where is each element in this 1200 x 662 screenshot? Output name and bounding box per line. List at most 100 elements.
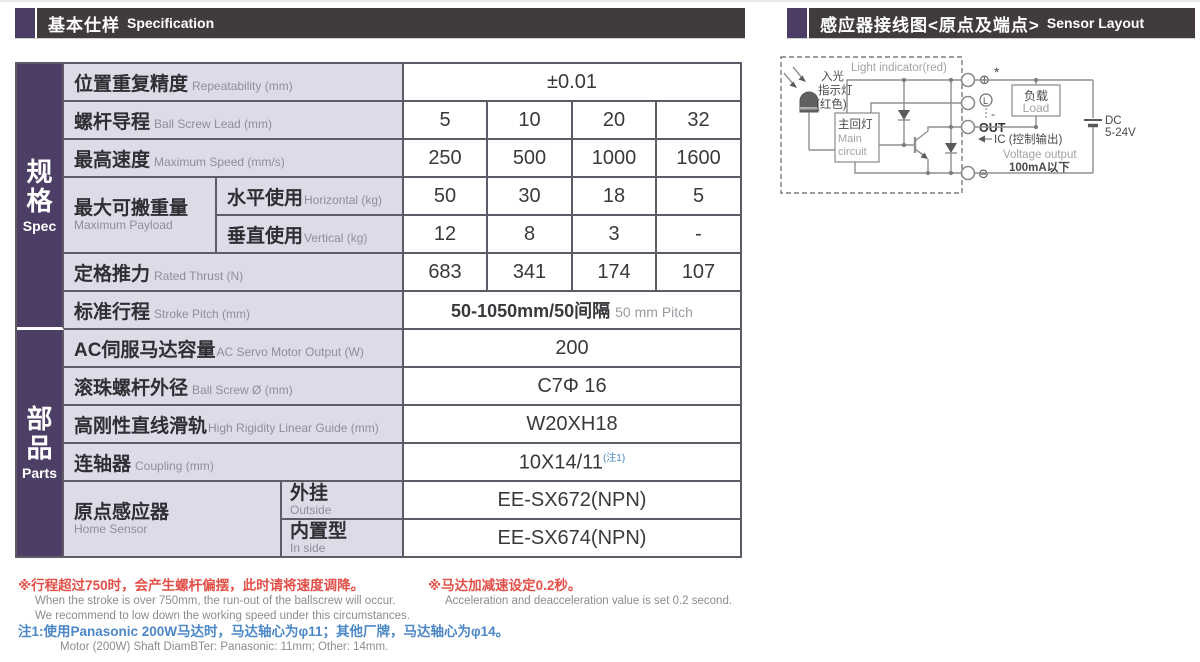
terminal-out-circle	[960, 119, 976, 135]
stroke-label: 标准行程 Stroke Pitch (mm)	[64, 292, 404, 330]
table-row: 滚珠螺杆外径 Ball Screw Ø (mm) C7Φ 16	[17, 368, 742, 406]
terminal-circles	[960, 72, 976, 181]
stroke-footnote-en1: When the stroke is over 750mm, the run-o…	[35, 595, 396, 607]
table-row: 定格推力 Rated Thrust (N) 683 341 174 107	[17, 254, 742, 292]
specification-table: 规 格 Spec 位置重复精度 Repeatability (mm) ±0.01 …	[15, 62, 742, 558]
table-row: 最高速度 Maximum Speed (mm/s) 250 500 1000 16…	[17, 140, 742, 178]
motor-shaft-footnote-zh: 注1:使用Panasonic 200W马达时，马达轴心为φ11；其他厂牌，马达轴…	[18, 624, 510, 639]
stroke-footnote: ※行程超过750时，会产生螺杆偏摆，此时请将速度调降。 When the str…	[18, 577, 410, 623]
home-sensor-outside-value: EE-SX672(NPN)	[404, 482, 742, 520]
servo-motor-value: 200	[404, 330, 742, 368]
light-label-zh1: 入光	[821, 69, 844, 83]
thrust-value: 174	[573, 254, 657, 292]
terminal-plus-circle	[960, 72, 976, 88]
lead-value: 10	[488, 102, 573, 140]
sensor-layout-title-en: Sensor Layout	[1046, 15, 1145, 31]
sensor-wiring-diagram: 入光 指示灯 (红色) Light indicator(red) 主回灯 Mai…	[780, 56, 1136, 194]
main-circuit-label-en1: Main	[838, 133, 862, 145]
section-label-spec: 规 格 Spec	[17, 64, 64, 330]
light-label-zh2: 指示灯	[818, 83, 853, 97]
header-accent-square	[787, 8, 809, 38]
main-circuit-label-zh: 主回灯	[838, 118, 873, 131]
light-label-zh3: (红色)	[816, 97, 847, 111]
stroke-value: 50-1050mm/50间隔 50 mm Pitch	[404, 292, 742, 330]
load-box	[1011, 84, 1061, 117]
speed-value: 1600	[657, 140, 742, 178]
speed-value: 500	[488, 140, 573, 178]
thrust-value: 107	[657, 254, 742, 292]
ic-label: IC (控制输出)	[994, 132, 1063, 146]
sensor-layout-header-bar: 感应器接线图<原点及端点> Sensor Layout	[787, 8, 1195, 38]
payload-vertical-label: 垂直使用Vertical (kg)	[217, 216, 404, 254]
table-row: 部 品 Parts AC伺服马达容量AC Servo Motor Output …	[17, 330, 742, 558]
acceleration-footnote-zh: ※马达加减速设定0.2秒。	[428, 578, 582, 593]
home-sensor-outside-label: 外挂 Outside	[282, 482, 404, 520]
max-payload-label: 最大可搬重量 Maximum Payload	[64, 178, 217, 254]
page-top-divider	[0, 0, 1200, 2]
payload-vertical-value: 8	[488, 216, 573, 254]
section-label-parts: 部 品 Parts	[17, 330, 64, 558]
table-row: 规 格 Spec 位置重复精度 Repeatability (mm) ±0.01	[17, 64, 742, 330]
payload-horizontal-label: 水平使用Horizontal (kg)	[217, 178, 404, 216]
acceleration-footnote: ※马达加减速设定0.2秒。 Acceleration and deacceler…	[428, 577, 732, 609]
payload-horizontal-value: 30	[488, 178, 573, 216]
main-circuit-box	[834, 112, 880, 163]
voltage-output-label: Voltage output	[1003, 149, 1077, 161]
dc-label-line1: DC	[1105, 115, 1122, 127]
dc-label-line2: 5-24V	[1105, 127, 1136, 139]
motor-shaft-footnote: 注1:使用Panasonic 200W马达时，马达轴心为φ11；其他厂牌，马达轴…	[18, 623, 509, 655]
table-row: 垂直使用Vertical (kg) 12 8 3 -	[17, 216, 742, 254]
terminal-l-badge	[979, 93, 993, 107]
main-circuit-label-en2: circuit	[838, 146, 867, 158]
speed-value: 250	[404, 140, 488, 178]
terminal-l-label: L	[983, 96, 988, 106]
ic-arrow	[978, 135, 992, 143]
max-speed-label: 最高速度 Maximum Speed (mm/s)	[64, 140, 404, 178]
load-label-en: Load	[1023, 101, 1050, 115]
rated-thrust-label: 定格推力 Rated Thrust (N)	[64, 254, 404, 292]
coupling-footnote-ref: (注1)	[602, 453, 626, 465]
payload-vertical-value: -	[657, 216, 742, 254]
terminal-asterisk: *	[994, 64, 1000, 80]
repeatability-label: 位置重复精度 Repeatability (mm)	[64, 64, 404, 102]
terminal-l-minus: -	[991, 107, 995, 121]
lead-value: 20	[573, 102, 657, 140]
home-sensor-label: 原点感应器 Home Sensor	[64, 482, 282, 558]
terminal-l-circle	[960, 95, 976, 111]
home-sensor-inside-label: 内置型 In side	[282, 520, 404, 558]
repeatability-value: ±0.01	[404, 64, 742, 102]
payload-vertical-value: 12	[404, 216, 488, 254]
header-accent-square	[15, 8, 37, 38]
table-row: 高刚性直线滑轨High Rigidity Linear Guide (mm) W…	[17, 406, 742, 444]
lead-value: 5	[404, 102, 488, 140]
thrust-value: 683	[404, 254, 488, 292]
sensor-layout-title-zh: 感应器接线图<原点及端点>	[820, 15, 1040, 35]
payload-vertical-value: 3	[573, 216, 657, 254]
payload-horizontal-value: 50	[404, 178, 488, 216]
table-row: 标准行程 Stroke Pitch (mm) 50-1050mm/50间隔 50 m…	[17, 292, 742, 330]
external-wiring	[975, 77, 1093, 174]
speed-value: 1000	[573, 140, 657, 178]
table-row: 原点感应器 Home Sensor 外挂 Outside EE-SX672(NP…	[17, 482, 742, 558]
light-ray-arrows	[783, 66, 806, 88]
battery-symbol	[1084, 80, 1102, 173]
thrust-value: 341	[488, 254, 573, 292]
specification-header-bar: 基本仕样 Specification	[15, 8, 745, 38]
coupling-label: 连轴器 Coupling (mm)	[64, 444, 404, 482]
ball-screw-dia-label: 滚珠螺杆外径 Ball Screw Ø (mm)	[64, 368, 404, 406]
ball-screw-lead-label: 螺杆导程 Ball Screw Lead (mm)	[64, 102, 404, 140]
specification-title-zh: 基本仕样	[48, 15, 120, 35]
table-row: 最大可搬重量 Maximum Payload 水平使用Horizontal (k…	[17, 178, 742, 254]
coupling-value: 10X14/11(注1)	[404, 444, 742, 482]
payload-horizontal-value: 18	[573, 178, 657, 216]
specification-title-en: Specification	[127, 15, 215, 31]
terminal-out-label: OUT	[979, 121, 1006, 135]
internal-wiring	[846, 77, 963, 176]
current-limit-label: 100mA以下	[1009, 161, 1070, 174]
lead-value: 32	[657, 102, 742, 140]
terminal-minus-circle	[960, 165, 976, 181]
acceleration-footnote-en: Acceleration and deacceleration value is…	[445, 595, 733, 607]
table-row: 螺杆导程 Ball Screw Lead (mm) 5 10 20 32	[17, 102, 742, 140]
led-icon	[799, 91, 819, 113]
linear-guide-label: 高刚性直线滑轨High Rigidity Linear Guide (mm)	[64, 406, 404, 444]
